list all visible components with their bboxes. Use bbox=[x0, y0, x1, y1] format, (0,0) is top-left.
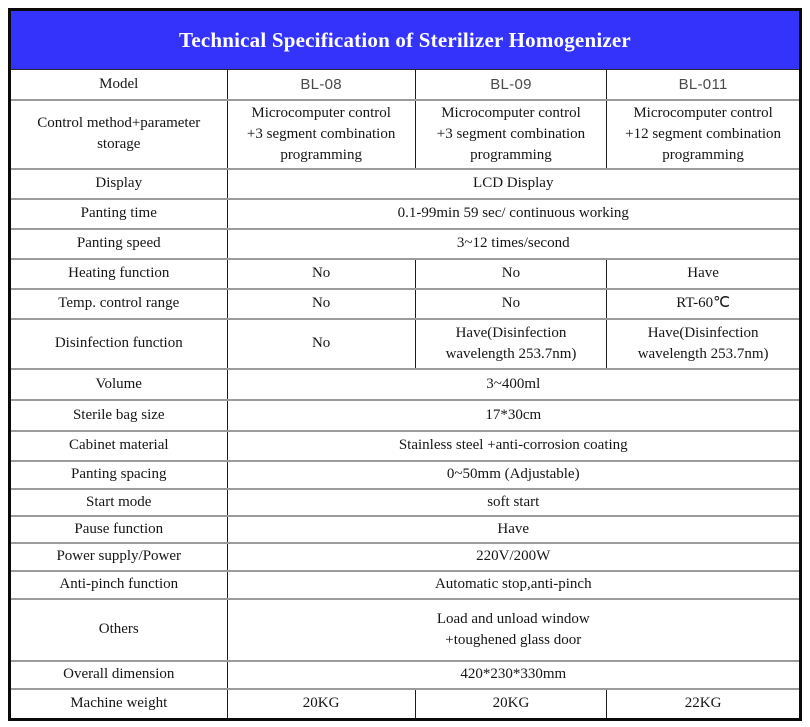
spec-label: Cabinet material bbox=[9, 429, 228, 461]
spec-label: Anti-pinch function bbox=[9, 569, 228, 599]
spec-value: No bbox=[226, 317, 416, 369]
spec-label: Temp. control range bbox=[9, 287, 228, 319]
spec-value: RT-60℃ bbox=[606, 287, 801, 319]
spec-value: Microcomputer control +3 segment combina… bbox=[414, 98, 608, 169]
spec-row-display: Display LCD Display bbox=[9, 167, 802, 199]
spec-value: Have bbox=[606, 257, 801, 289]
spec-value: Microcomputer control +3 segment combina… bbox=[226, 98, 416, 169]
spec-row-panting-spacing: Panting spacing 0~50mm (Adjustable) bbox=[9, 459, 802, 489]
spec-value: 20KG bbox=[414, 687, 608, 720]
spec-label: Pause function bbox=[9, 514, 228, 543]
table-title: Technical Specification of Sterilizer Ho… bbox=[9, 9, 801, 70]
spec-value: Load and unload window +toughened glass … bbox=[226, 597, 802, 661]
spec-label: Power supply/Power bbox=[9, 541, 228, 571]
spec-label: Control method+parameter storage bbox=[9, 98, 228, 169]
spec-row-sterile-bag-size: Sterile bag size 17*30cm bbox=[9, 398, 802, 431]
spec-row-others: Others Load and unload window +toughened… bbox=[9, 597, 802, 661]
spec-value: Automatic stop,anti-pinch bbox=[226, 569, 802, 599]
spec-value: 220V/200W bbox=[226, 541, 802, 571]
spec-row-overall-dimension: Overall dimension 420*230*330mm bbox=[9, 659, 802, 689]
spec-value: 3~400ml bbox=[226, 367, 802, 400]
spec-table: Technical Specification of Sterilizer Ho… bbox=[8, 8, 802, 721]
spec-row-panting-time: Panting time 0.1-99min 59 sec/ continuou… bbox=[9, 197, 802, 229]
spec-value: 17*30cm bbox=[226, 398, 802, 431]
spec-row-cabinet-material: Cabinet material Stainless steel +anti-c… bbox=[9, 429, 802, 461]
spec-row-heating-function: Heating function No No Have bbox=[9, 257, 801, 289]
spec-label: Sterile bag size bbox=[9, 398, 228, 431]
spec-label: Volume bbox=[9, 367, 228, 400]
spec-label: Overall dimension bbox=[9, 659, 228, 689]
spec-row-volume: Volume 3~400ml bbox=[9, 367, 802, 400]
spec-row-panting-speed: Panting speed 3~12 times/second bbox=[9, 227, 802, 259]
spec-value: 20KG bbox=[226, 687, 416, 720]
spec-row-pause-function: Pause function Have bbox=[9, 514, 802, 543]
spec-label: Others bbox=[9, 597, 228, 661]
spec-row-temp-control-range: Temp. control range No No RT-60℃ bbox=[9, 287, 801, 319]
column-header-bl011: BL-011 bbox=[606, 69, 801, 100]
spec-value: 22KG bbox=[606, 687, 801, 720]
spec-label: Machine weight bbox=[9, 687, 228, 720]
spec-row-power-supply: Power supply/Power 220V/200W bbox=[9, 541, 802, 571]
column-header-bl08: BL-08 bbox=[226, 69, 416, 100]
spec-value: LCD Display bbox=[226, 167, 802, 199]
spec-value: No bbox=[414, 257, 608, 289]
spec-value: 3~12 times/second bbox=[226, 227, 802, 259]
spec-row-control-method: Control method+parameter storage Microco… bbox=[9, 98, 801, 169]
spec-value: 0.1-99min 59 sec/ continuous working bbox=[226, 197, 802, 229]
model-header-row: Model BL-08 BL-09 BL-011 bbox=[9, 69, 801, 100]
spec-row-start-mode: Start mode soft start bbox=[9, 487, 802, 516]
spec-value: Have(Disinfection wavelength 253.7nm) bbox=[414, 317, 608, 369]
title-row: Technical Specification of Sterilizer Ho… bbox=[9, 9, 801, 70]
spec-row-machine-weight: Machine weight 20KG 20KG 22KG bbox=[9, 687, 801, 720]
spec-row-disinfection-function: Disinfection function No Have(Disinfecti… bbox=[9, 317, 801, 369]
spec-value: Have bbox=[226, 514, 802, 543]
spec-value: No bbox=[226, 287, 416, 319]
spec-value: 420*230*330mm bbox=[226, 659, 802, 689]
spec-label: Panting speed bbox=[9, 227, 228, 259]
column-header-model: Model bbox=[9, 69, 228, 100]
spec-label: Panting time bbox=[9, 197, 228, 229]
spec-label: Disinfection function bbox=[9, 317, 228, 369]
spec-value: No bbox=[414, 287, 608, 319]
spec-label: Display bbox=[9, 167, 228, 199]
spec-label: Heating function bbox=[9, 257, 228, 289]
spec-value: No bbox=[226, 257, 416, 289]
spec-label: Start mode bbox=[9, 487, 228, 516]
spec-value: Stainless steel +anti-corrosion coating bbox=[226, 429, 802, 461]
spec-row-anti-pinch-function: Anti-pinch function Automatic stop,anti-… bbox=[9, 569, 802, 599]
spec-value: soft start bbox=[226, 487, 802, 516]
column-header-bl09: BL-09 bbox=[414, 69, 608, 100]
spec-label: Panting spacing bbox=[9, 459, 228, 489]
spec-value: Microcomputer control +12 segment combin… bbox=[606, 98, 801, 169]
spec-value: Have(Disinfection wavelength 253.7nm) bbox=[606, 317, 801, 369]
spec-value: 0~50mm (Adjustable) bbox=[226, 459, 802, 489]
